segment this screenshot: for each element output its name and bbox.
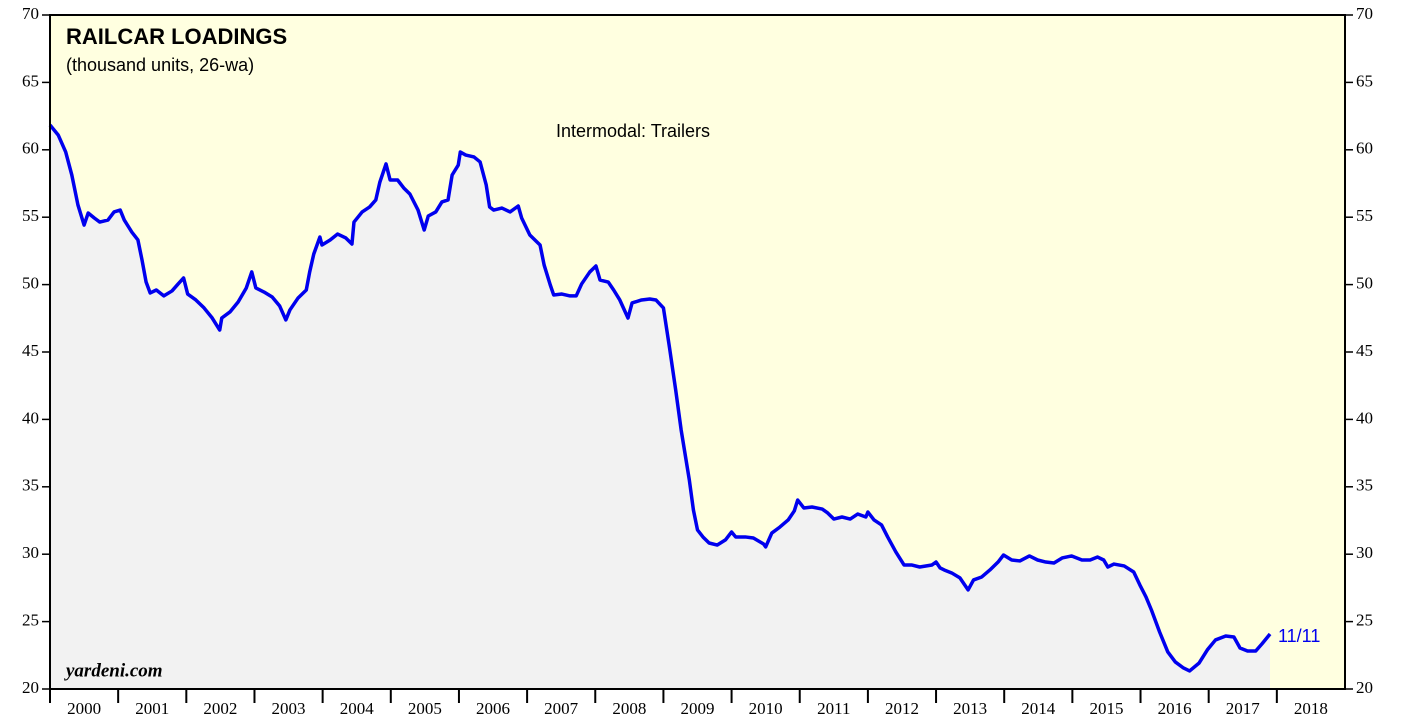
- x-tick-label: 2006: [476, 699, 510, 718]
- y-tick-label: 70: [22, 4, 39, 23]
- x-tick-label: 2018: [1294, 699, 1328, 718]
- x-tick-label: 2001: [135, 699, 169, 718]
- chart-subtitle: (thousand units, 26-wa): [66, 55, 254, 75]
- x-tick-label: 2000: [67, 699, 101, 718]
- y-tick-label-right: 45: [1356, 341, 1373, 360]
- y-tick-label-right: 60: [1356, 139, 1373, 158]
- y-tick-label-right: 20: [1356, 678, 1373, 697]
- x-tick-label: 2002: [203, 699, 237, 718]
- y-tick-label: 25: [22, 611, 39, 630]
- x-tick-label: 2010: [749, 699, 783, 718]
- y-tick-label: 45: [22, 341, 39, 360]
- x-tick-label: 2015: [1089, 699, 1123, 718]
- x-tick-label: 2012: [885, 699, 919, 718]
- x-tick-label: 2016: [1158, 699, 1192, 718]
- x-tick-label: 2009: [681, 699, 715, 718]
- x-tick-label: 2005: [408, 699, 442, 718]
- y-tick-label-right: 25: [1356, 611, 1373, 630]
- x-tick-label: 2011: [817, 699, 850, 718]
- y-tick-label: 30: [22, 543, 39, 562]
- x-tick-label: 2014: [1021, 699, 1056, 718]
- x-tick-label: 2008: [612, 699, 646, 718]
- series-label: Intermodal: Trailers: [556, 121, 710, 141]
- end-label: 11/11: [1278, 626, 1320, 646]
- y-tick-label-right: 70: [1356, 4, 1373, 23]
- source: yardeni.com: [64, 660, 163, 681]
- y-tick-label-right: 30: [1356, 543, 1373, 562]
- area: [50, 125, 1271, 689]
- chart-title: RAILCAR LOADINGS: [66, 24, 287, 49]
- y-tick-label: 40: [22, 408, 39, 427]
- y-tick-label: 20: [22, 678, 39, 697]
- line: [48, 123, 1272, 673]
- y-tick-label-right: 50: [1356, 274, 1373, 293]
- y-tick-label-right: 35: [1356, 476, 1373, 495]
- x-tick-label: 2004: [340, 699, 375, 718]
- x-tick-label: 2013: [953, 699, 987, 718]
- y-tick-label-right: 55: [1356, 206, 1373, 225]
- x-tick-label: 2003: [272, 699, 306, 718]
- y-tick-label: 60: [22, 139, 39, 158]
- y-tick-label: 55: [22, 206, 39, 225]
- y-tick-label: 50: [22, 274, 39, 293]
- y-tick-label-right: 65: [1356, 71, 1373, 90]
- y-tick-label: 65: [22, 71, 39, 90]
- marks: [48, 123, 1272, 689]
- y-tick-label: 35: [22, 476, 39, 495]
- x-tick-label: 2017: [1226, 699, 1261, 718]
- x-tick-label: 2007: [544, 699, 579, 718]
- y-tick-label-right: 40: [1356, 408, 1373, 427]
